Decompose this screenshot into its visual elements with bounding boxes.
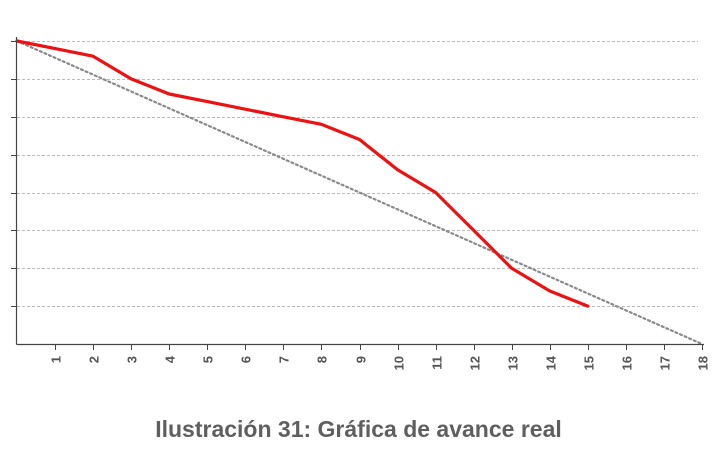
x-tick-label-1: 1 [49,356,64,363]
x-tick-label-6: 6 [239,356,254,363]
x-tick-label-11: 11 [430,356,445,370]
x-tick-label-5: 5 [201,356,216,363]
x-tick-label-3: 3 [125,356,140,363]
actual-progress-line [15,39,590,308]
ideal-line-series [15,39,704,346]
burndown-chart: 1 2 3 4 5 6 7 8 9 10 11 12 13 14 15 16 17 18 [11,37,711,370]
x-tick-label-10: 10 [392,356,407,370]
x-tick-label-7: 7 [277,356,292,363]
x-tick-label-8: 8 [315,356,330,363]
grid-lines [17,41,698,307]
x-tick-label-16: 16 [620,356,635,370]
x-tick-label-2: 2 [87,356,102,363]
figure-caption: Ilustración 31: Gráfica de avance real [155,416,562,442]
x-tick-label-9: 9 [354,356,369,363]
x-tick-label-15: 15 [582,356,597,370]
x-tick-label-4: 4 [163,355,178,363]
x-tick-label-14: 14 [544,355,559,370]
x-tick-label-17: 17 [658,356,673,370]
x-tick-label-12: 12 [468,356,483,370]
actual-progress-series [15,39,590,308]
x-tick-label-13: 13 [506,356,521,370]
x-tick-label-18: 18 [696,356,711,370]
x-axis-ticks: 1 2 3 4 5 6 7 8 9 10 11 12 13 14 15 16 17 18 [49,344,711,370]
ideal-line [15,39,704,346]
